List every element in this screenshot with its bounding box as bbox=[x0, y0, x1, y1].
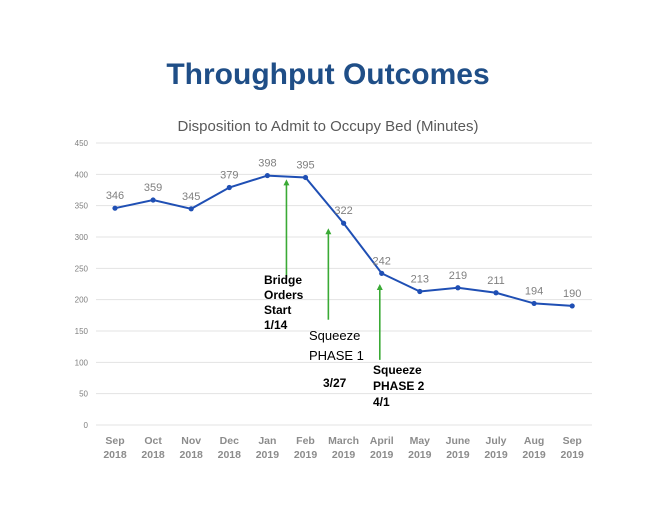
x-tick-label: May bbox=[410, 435, 431, 447]
data-label: 219 bbox=[449, 270, 467, 282]
data-point bbox=[417, 288, 423, 295]
y-tick-label: 50 bbox=[79, 390, 88, 399]
annotation-line: PHASE 2 bbox=[373, 379, 425, 393]
annotation-line: 4/1 bbox=[373, 395, 390, 409]
x-tick-label: 2019 bbox=[294, 449, 318, 461]
annotation-line: Squeeze bbox=[373, 363, 422, 377]
x-tick-label: 2019 bbox=[446, 449, 470, 461]
data-point bbox=[455, 285, 461, 291]
x-tick-label: Nov bbox=[181, 435, 201, 447]
data-label: 211 bbox=[487, 275, 505, 287]
y-tick-label: 0 bbox=[84, 421, 89, 430]
x-tick-label: 2019 bbox=[561, 449, 585, 461]
x-tick-label: 2019 bbox=[256, 449, 280, 461]
data-label: 322 bbox=[334, 205, 352, 217]
chart-title: Disposition to Admit to Occupy Bed (Minu… bbox=[177, 118, 479, 135]
data-point bbox=[226, 184, 232, 191]
annotation-line: Squeeze bbox=[309, 328, 361, 343]
x-tick-label: 2018 bbox=[218, 449, 242, 461]
data-label: 359 bbox=[144, 182, 162, 194]
x-tick-label: Feb bbox=[296, 435, 315, 447]
x-tick-label: 2018 bbox=[141, 449, 165, 461]
data-label: 194 bbox=[525, 285, 543, 297]
data-label: 346 bbox=[106, 190, 124, 202]
data-point bbox=[264, 172, 270, 179]
data-point bbox=[379, 270, 385, 276]
arrow-head-icon bbox=[325, 228, 332, 235]
y-tick-label: 150 bbox=[75, 327, 89, 336]
x-tick-label: 2019 bbox=[332, 449, 356, 461]
y-tick-label: 300 bbox=[75, 233, 89, 242]
y-tick-label: 100 bbox=[75, 358, 89, 367]
annotation-squeeze-phase-1-date: 3/27 bbox=[323, 376, 347, 390]
page-title: Throughput Outcomes bbox=[166, 58, 490, 91]
x-tick-label: 2019 bbox=[408, 449, 432, 461]
y-tick-label: 450 bbox=[75, 139, 89, 148]
arrow-head-icon bbox=[376, 284, 383, 290]
x-tick-label: July bbox=[485, 435, 506, 447]
annotation-bridge-orders: Bridge Orders Start 1/14 bbox=[264, 273, 303, 333]
y-tick-label: 250 bbox=[75, 264, 89, 273]
data-point bbox=[188, 206, 194, 212]
data-label: 379 bbox=[220, 169, 238, 181]
annotation-line: Bridge bbox=[264, 273, 303, 287]
data-label: 395 bbox=[296, 159, 314, 171]
y-tick-label: 200 bbox=[75, 296, 89, 305]
x-tick-label: 2019 bbox=[484, 449, 508, 461]
data-label: 213 bbox=[411, 274, 429, 286]
x-tick-label: Jan bbox=[258, 435, 276, 447]
x-tick-label: Sep bbox=[105, 435, 124, 447]
x-tick-label: 2018 bbox=[103, 449, 127, 461]
x-tick-label: 2019 bbox=[522, 449, 546, 461]
data-label: 190 bbox=[563, 288, 581, 300]
data-point bbox=[341, 220, 347, 226]
data-label: 345 bbox=[182, 191, 200, 203]
x-tick-label: March bbox=[328, 435, 359, 447]
data-point bbox=[531, 300, 537, 307]
annotation-line: Orders bbox=[264, 288, 304, 302]
annotation-squeeze-phase-1: Squeeze PHASE 1 bbox=[309, 326, 364, 366]
x-tick-label: Sep bbox=[563, 435, 582, 447]
data-label: 242 bbox=[373, 255, 391, 267]
x-tick-label: Dec bbox=[220, 435, 239, 447]
x-tick-label: 2018 bbox=[180, 449, 204, 461]
data-label: 398 bbox=[258, 158, 276, 170]
x-tick-label: Oct bbox=[144, 435, 162, 447]
annotation-line: PHASE 1 bbox=[309, 348, 364, 363]
data-point bbox=[112, 205, 118, 211]
y-tick-label: 350 bbox=[75, 202, 89, 211]
data-point bbox=[150, 197, 156, 203]
x-tick-label: Aug bbox=[524, 435, 544, 447]
x-tick-label: June bbox=[446, 435, 471, 447]
data-point bbox=[302, 174, 309, 181]
y-tick-label: 400 bbox=[75, 170, 89, 179]
x-tick-label: 2019 bbox=[370, 449, 394, 461]
arrow-head-icon bbox=[283, 179, 290, 186]
x-tick-label: April bbox=[370, 435, 394, 447]
annotation-squeeze-phase-2: Squeeze PHASE 2 4/1 bbox=[373, 362, 424, 410]
data-point bbox=[569, 303, 575, 309]
annotation-line: Start bbox=[264, 303, 292, 317]
data-point bbox=[493, 290, 499, 296]
annotation-line: 1/14 bbox=[264, 318, 288, 332]
